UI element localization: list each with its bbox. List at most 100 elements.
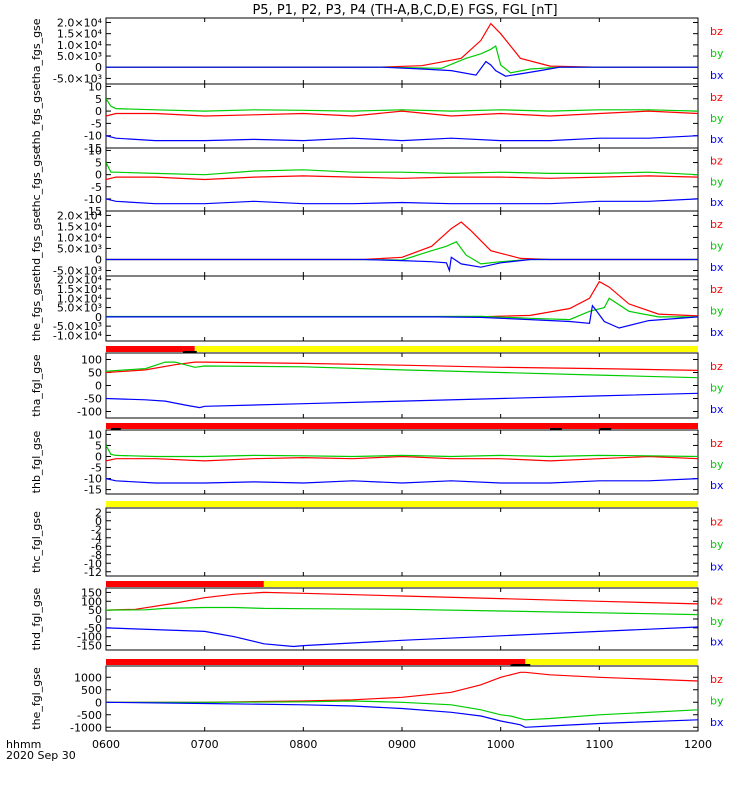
y-tick-label: -10 — [84, 193, 102, 206]
status-bar-mark — [510, 664, 531, 666]
legend-bx: bx — [710, 403, 724, 416]
y-tick-label: 150 — [81, 586, 102, 599]
series-line-bz — [106, 361, 698, 374]
chart-title: P5, P1, P2, P3, P4 (TH-A,B,C,D,E) FGS, F… — [252, 3, 557, 18]
legend-bx: bx — [710, 479, 724, 492]
series-line-bx — [106, 256, 698, 273]
y-tick-label: -5.0×10³ — [53, 264, 102, 277]
legend-bz: bz — [710, 673, 723, 686]
y-tick-label: 0 — [95, 613, 102, 626]
y-tick-label: -100 — [77, 631, 102, 644]
legend-by: by — [710, 694, 724, 707]
y-tick-label: 1.5×10⁴ — [57, 220, 103, 233]
status-bar-mark — [182, 351, 197, 353]
legend-by: by — [710, 304, 724, 317]
y-tick-label: -15 — [84, 484, 102, 497]
series-line-by — [106, 445, 698, 458]
y-tick-label: 0 — [95, 380, 102, 393]
y-tick-label: 0 — [95, 105, 102, 118]
y-tick-label: 0 — [95, 253, 102, 266]
y-tick-label: -4 — [91, 532, 102, 545]
y-tick-label: 2.0×10⁴ — [57, 274, 103, 287]
y-axis-label: the_fgs_gse — [30, 276, 43, 341]
legend-bz: bz — [710, 594, 723, 607]
status-bar-segment — [525, 659, 698, 665]
y-tick-label: 1.5×10⁴ — [57, 283, 103, 296]
series-line-bz — [106, 175, 698, 181]
status-bar-mark — [550, 428, 562, 430]
y-tick-label: -5.0×10³ — [53, 320, 102, 333]
x-tick-label: 0600 — [92, 738, 120, 751]
y-tick-label: 0 — [95, 515, 102, 528]
legend-bx: bx — [710, 261, 724, 274]
y-axis-label: thc_fgl_gse — [30, 511, 43, 573]
y-tick-label: -50 — [84, 622, 102, 635]
legend-bz: bz — [710, 218, 723, 231]
legend-by: by — [710, 112, 724, 125]
series-line-bz — [106, 110, 698, 117]
y-tick-label: 5 — [95, 93, 102, 106]
legend-by: by — [710, 381, 724, 394]
y-tick-label: -8 — [91, 549, 102, 562]
y-tick-label: 1.5×10⁴ — [57, 28, 103, 41]
x-tick-label: 0800 — [289, 738, 317, 751]
legend-by: by — [710, 458, 724, 471]
panel-frame — [105, 275, 699, 342]
legend-by: by — [710, 175, 724, 188]
series-line-bx — [106, 478, 698, 484]
y-tick-label: 2 — [95, 506, 102, 519]
y-tick-label: -500 — [77, 709, 102, 722]
legend-bz: bz — [710, 25, 723, 38]
series-line-bx — [106, 626, 698, 648]
legend-bz: bz — [710, 437, 723, 450]
series-line-bx — [106, 701, 698, 728]
y-tick-label: -5 — [91, 117, 102, 130]
panel-frame — [105, 17, 699, 85]
legend-bz: bz — [710, 516, 723, 529]
y-tick-label: 50 — [88, 604, 102, 617]
y-tick-label: 2.0×10⁴ — [57, 16, 103, 29]
series-line-bx — [106, 392, 698, 409]
series-line-by — [106, 361, 698, 379]
x-tick-label: 1100 — [585, 738, 613, 751]
time-axis: 0600 0700 0800 0900 1000 1100 1200 — [92, 738, 712, 751]
status-bar-segment — [106, 346, 195, 352]
legend-bx: bx — [710, 69, 724, 82]
y-tick-label: -12 — [84, 566, 102, 579]
y-tick-label: -10 — [84, 130, 102, 143]
legend-bz: bz — [710, 283, 723, 296]
status-bar-mark — [110, 428, 121, 430]
series-line-bz — [106, 591, 698, 611]
panel-frame — [105, 429, 699, 495]
y-tick-label: 50 — [88, 367, 102, 380]
series-line-bz — [106, 22, 698, 68]
y-axis-label: thd_fgs_gse — [30, 211, 43, 277]
y-tick-label: -5 — [91, 181, 102, 194]
y-axis-label: tha_fgl_gse — [30, 354, 43, 417]
y-tick-label: 100 — [81, 595, 102, 608]
legend-bx: bx — [710, 196, 724, 209]
legend-by: by — [710, 538, 724, 551]
series-line-by — [106, 162, 698, 176]
legend-by: by — [710, 239, 724, 252]
series-line-by — [106, 45, 698, 74]
y-tick-label: -50 — [84, 393, 102, 406]
y-tick-label: -1.0×10⁴ — [53, 329, 103, 342]
y-tick-label: -150 — [77, 640, 102, 653]
legend-bz: bz — [710, 360, 723, 373]
y-tick-label: 1000 — [74, 671, 102, 684]
y-tick-label: 1.0×10⁴ — [57, 231, 103, 244]
y-tick-label: 5.0×10³ — [57, 302, 102, 315]
y-tick-label: 10 — [88, 80, 102, 93]
x-tick-label: 1000 — [487, 738, 515, 751]
y-tick-label: 0 — [95, 61, 102, 74]
y-tick-label: -6 — [91, 540, 102, 553]
status-bar-segment — [106, 581, 264, 587]
x-tick-label: 1200 — [684, 738, 712, 751]
y-tick-label: -1000 — [70, 721, 102, 734]
panel-frame — [105, 507, 699, 577]
